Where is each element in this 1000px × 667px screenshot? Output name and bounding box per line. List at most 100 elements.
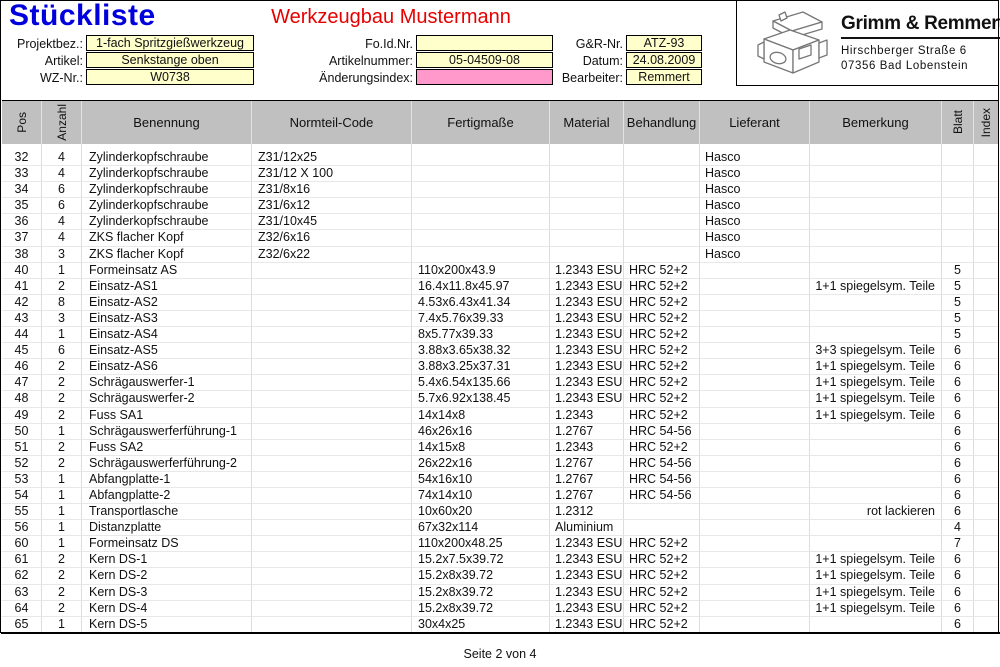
table-row: 46 2 Einsatz-AS6 3.88x3.25x37.31 1.2343 ESU H… [2, 359, 998, 376]
cell-behandlung: HRC 52+2 [624, 600, 700, 617]
cell-index [974, 247, 998, 263]
cell-blatt: 5 [942, 262, 974, 279]
cell-normteil-code [252, 391, 412, 408]
cell-blatt: 6 [942, 616, 974, 633]
cell-fertigmasse: 15.2x8x39.72 [412, 600, 550, 617]
cell-benennung: Distanzplatte [82, 520, 252, 537]
cell-normteil-code [252, 520, 412, 537]
cell-bemerkung [810, 166, 942, 183]
table-row: 49 2 Fuss SA1 14x14x8 1.2343 HRC 52+2 1+1 spie… [2, 407, 998, 424]
field-value-datum: 24.08.2009 [626, 52, 702, 68]
cell-pos: 54 [2, 487, 42, 505]
cell-anzahl [42, 144, 82, 150]
cell-normteil-code [252, 278, 412, 295]
cell-normteil-code [252, 407, 412, 424]
cell-index [974, 327, 998, 344]
cell-behandlung: HRC 52+2 [624, 568, 700, 585]
cell-index [974, 424, 998, 440]
cell-anzahl: 4 [42, 230, 82, 247]
cell-pos: 43 [2, 310, 42, 328]
cell-material [550, 198, 624, 215]
field-value-artikelnummer: 05-04509-08 [416, 52, 553, 68]
cell-benennung: Zylinderkopfschraube [82, 214, 252, 231]
cell-pos: 41 [2, 278, 42, 295]
cell-benennung: Zylinderkopfschraube [82, 150, 252, 167]
table-header: Pos Anzahl Benennung Normteil-Code Ferti… [2, 100, 998, 144]
mold-drawing-icon [757, 11, 828, 74]
cell-anzahl: 4 [42, 150, 82, 167]
cell-anzahl: 4 [42, 166, 82, 183]
table-row: 43 3 Einsatz-AS3 7.4x5.76x39.33 1.2343 ESU HR… [2, 310, 998, 328]
cell-behandlung: HRC 52+2 [624, 359, 700, 376]
cell-index [974, 279, 998, 295]
cell-behandlung [624, 504, 700, 521]
table-row: 53 1 Abfangplatte-1 54x16x10 1.2767 HRC 54-56… [2, 471, 998, 488]
cell-behandlung: HRC 52+2 [624, 278, 700, 295]
cell-index [974, 166, 998, 183]
cell-bemerkung [810, 230, 942, 247]
cell-index [974, 472, 998, 488]
cell-benennung: Schrägauswerferführung-1 [82, 423, 252, 440]
cell-pos: 45 [2, 343, 42, 360]
column-header-fertigmasse: Fertigmaße [412, 101, 550, 144]
cell-bemerkung: 1+1 spiegelsym. Teile [810, 407, 942, 424]
cell-lieferant: Hasco [700, 166, 810, 183]
cell-behandlung: HRC 52+2 [624, 262, 700, 279]
cell-material [550, 182, 624, 199]
cell-anzahl: 1 [42, 536, 82, 553]
cell-benennung: Einsatz-AS6 [82, 359, 252, 376]
cell-fertigmasse: 46x26x16 [412, 423, 550, 440]
cell-pos: 32 [2, 150, 42, 167]
cell-index [974, 568, 998, 585]
cell-lieferant [700, 455, 810, 472]
cell-material: 1.2343 ESU [550, 327, 624, 344]
cell-material [550, 214, 624, 231]
cell-anzahl: 1 [42, 520, 82, 537]
cell-pos: 38 [2, 246, 42, 263]
cell-lieferant [700, 423, 810, 440]
cell-lieferant [700, 600, 810, 617]
cell-benennung: Kern DS-2 [82, 568, 252, 585]
cell-anzahl: 1 [42, 487, 82, 505]
cell-lieferant [700, 487, 810, 505]
cell-behandlung: HRC 52+2 [624, 327, 700, 344]
cell-behandlung [624, 198, 700, 215]
field-value-artikel: Senkstange oben [86, 52, 254, 68]
cell-material: 1.2343 [550, 407, 624, 424]
cell-normteil-code: Z31/6x12 [252, 198, 412, 215]
cell-pos: 56 [2, 520, 42, 537]
cell-fertigmasse: 8x5.77x39.33 [412, 327, 550, 344]
cell-pos: 46 [2, 359, 42, 376]
cell-behandlung: HRC 54-56 [624, 423, 700, 440]
cell-bemerkung [810, 423, 942, 440]
cell-index [974, 182, 998, 199]
cell-blatt: 6 [942, 487, 974, 505]
cell-pos: 53 [2, 471, 42, 488]
cell-anzahl: 2 [42, 391, 82, 408]
cell-blatt: 6 [942, 343, 974, 360]
cell-normteil-code [252, 375, 412, 392]
cell-blatt [942, 150, 974, 167]
cell-anzahl: 2 [42, 455, 82, 472]
cell-benennung: Einsatz-AS5 [82, 343, 252, 360]
cell-anzahl: 1 [42, 423, 82, 440]
table-row: 52 2 Schrägauswerferführung-2 26x22x16 1.276… [2, 455, 998, 472]
cell-bemerkung: 1+1 spiegelsym. Teile [810, 359, 942, 376]
cell-anzahl: 2 [42, 439, 82, 456]
cell-normteil-code: Z31/12 X 100 [252, 166, 412, 183]
cell-bemerkung: 1+1 spiegelsym. Teile [810, 552, 942, 569]
cell-index [974, 343, 998, 360]
cell-fertigmasse: 30x4x25 [412, 616, 550, 633]
company-address-city: 07356 Bad Lobenstein [841, 60, 969, 72]
cell-material: 1.2343 [550, 439, 624, 456]
cell-lieferant [700, 391, 810, 408]
cell-behandlung: HRC 52+2 [624, 310, 700, 328]
cell-bemerkung [810, 487, 942, 505]
cell-bemerkung [810, 246, 942, 263]
cell-benennung: Schrägauswerfer-1 [82, 375, 252, 392]
table-row: 55 1 Transportlasche 10x60x20 1.2312 rot lack… [2, 504, 998, 521]
cell-lieferant: Hasco [700, 214, 810, 231]
cell-fertigmasse: 110x200x48.25 [412, 536, 550, 553]
cell-normteil-code [252, 568, 412, 585]
cell-material: 1.2343 ESU [550, 552, 624, 569]
